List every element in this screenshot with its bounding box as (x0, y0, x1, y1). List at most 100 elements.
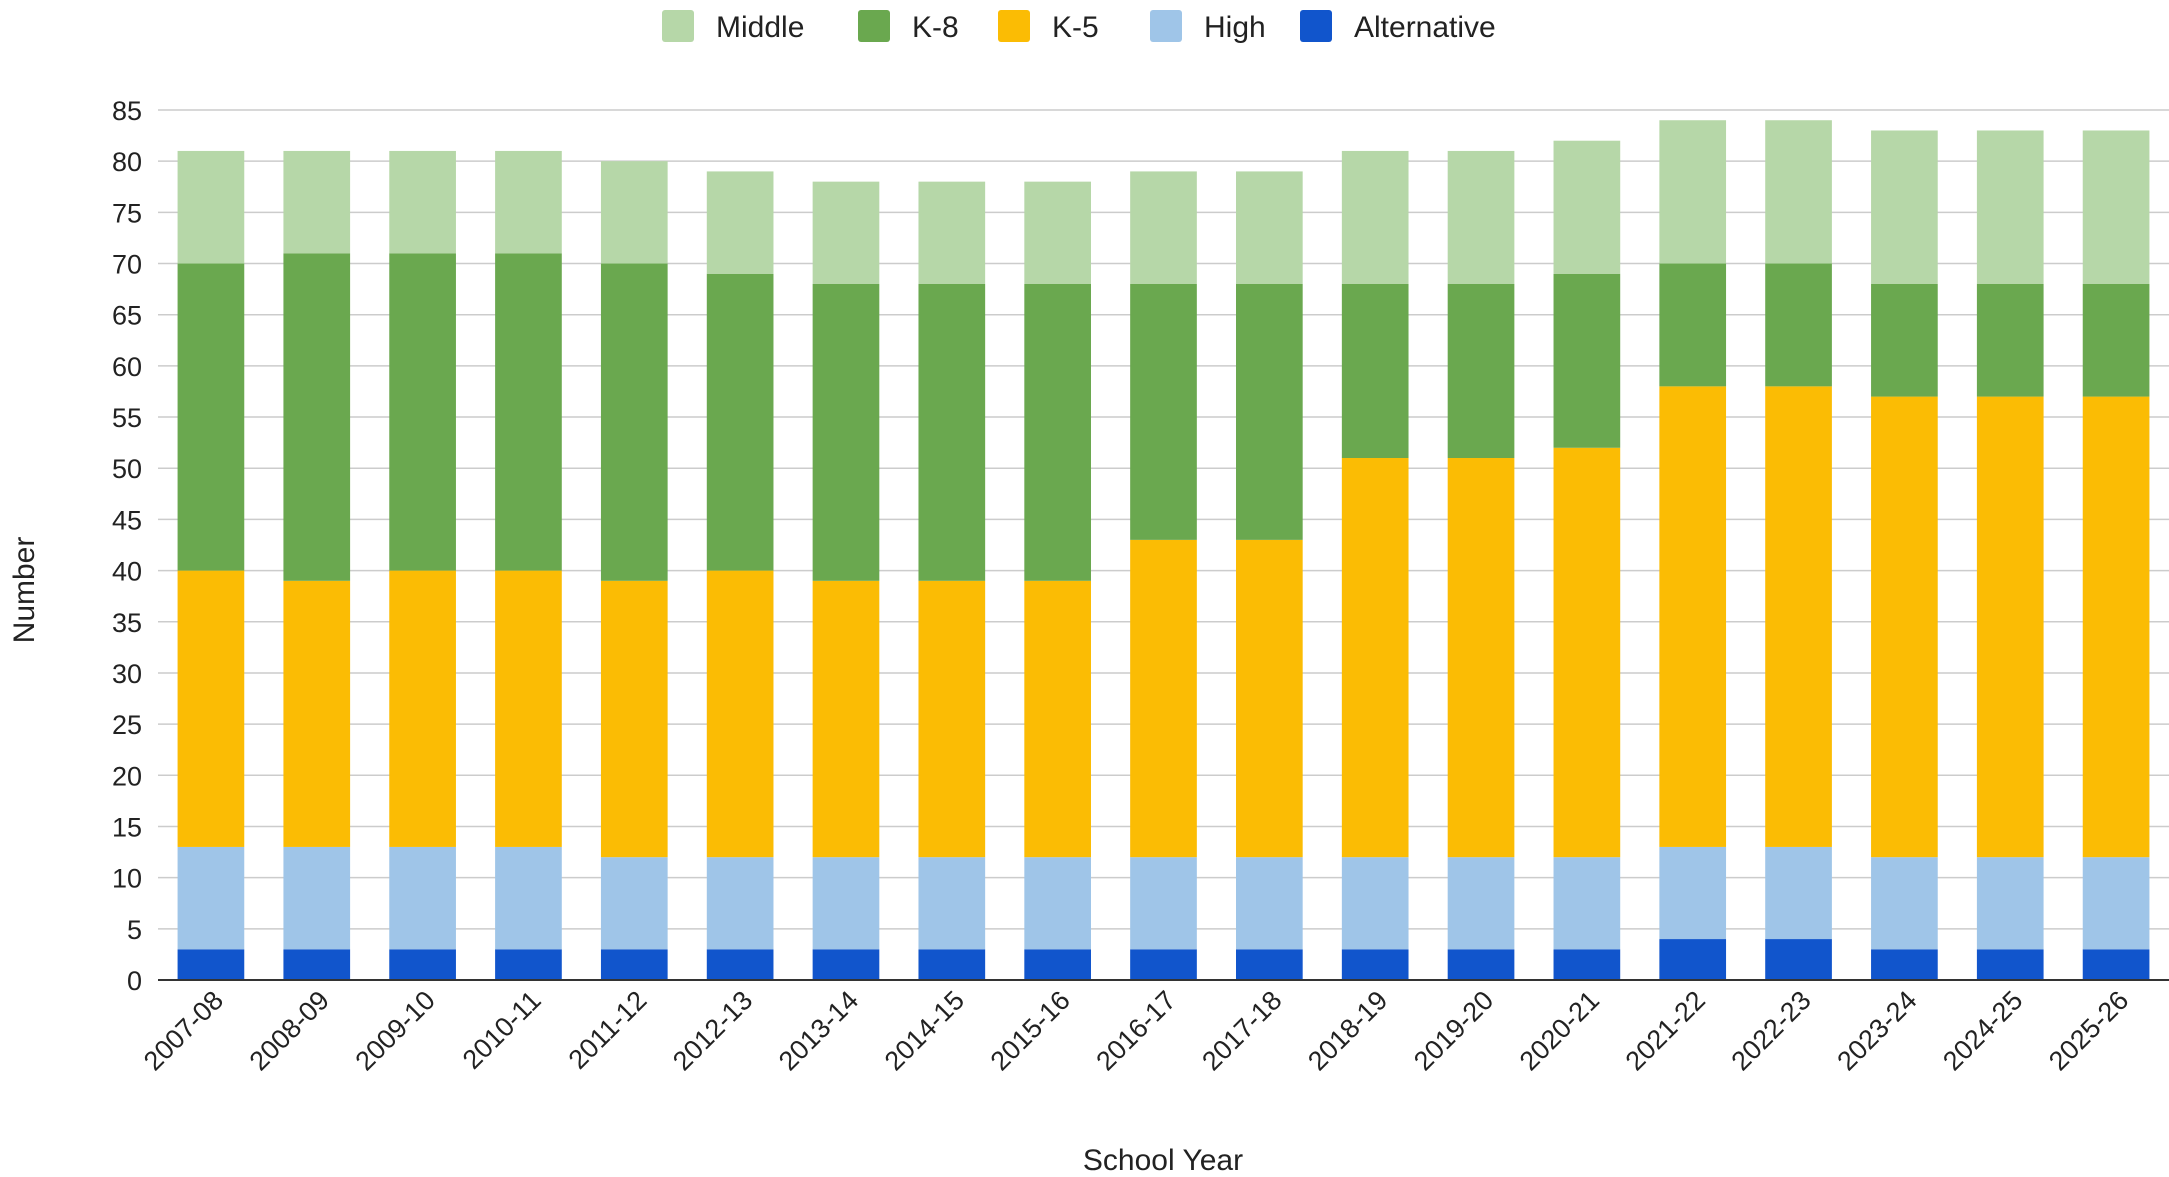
bar-segment-middle (600, 161, 668, 264)
bar-segment-middle (1341, 150, 1409, 284)
bar-segment-middle (389, 150, 456, 254)
x-tick-label: 2012-13 (667, 985, 758, 1076)
y-tick-label: 25 (112, 710, 142, 740)
bar-segment-alternative (1976, 949, 2044, 980)
y-tick-label: 5 (127, 915, 142, 945)
bar-segment-high (1659, 846, 1727, 940)
x-tick-label: 2013-14 (773, 985, 864, 1076)
x-tick-label: 2017-18 (1196, 985, 1287, 1076)
bar-segment-alternative (1341, 949, 1409, 980)
y-tick-label: 65 (112, 301, 142, 331)
bar-segment-alternative (1447, 949, 1515, 980)
bar-segment-high (1553, 857, 1621, 950)
bar-segment-middle (1447, 150, 1515, 284)
bar-segment-high (1130, 857, 1197, 950)
bar-segment-k-8 (389, 253, 456, 571)
x-tick-label: 2019-20 (1408, 985, 1499, 1076)
legend-label-k-8: K-8 (912, 11, 959, 44)
bar-segment-high (1447, 857, 1515, 950)
bar-segment-k-5 (283, 580, 351, 847)
x-axis-title: School Year (1083, 1144, 1243, 1177)
bar-segment-high (495, 846, 562, 950)
x-tick-label: 2011-12 (563, 985, 653, 1075)
x-tick-label: 2021-22 (1620, 985, 1711, 1076)
bar-segment-middle (1024, 181, 1091, 284)
y-axis-ticks: 0 5 10 15 20 25 30 35 40 45 50 55 60 65 70 75 80 85 (112, 96, 142, 996)
bar-segment-alternative (1553, 949, 1621, 980)
bar-segment-high (812, 857, 880, 950)
bar-segment-k-8 (706, 273, 774, 571)
bar-segment-k-5 (706, 570, 774, 858)
x-tick-label: 2009-10 (350, 985, 441, 1076)
y-tick-label: 40 (112, 557, 142, 587)
bar-segment-k-8 (1976, 284, 2044, 397)
bar-segment-high (1871, 857, 1938, 950)
bar-segment-k-8 (1236, 284, 1303, 540)
bar-segment-alternative (1024, 949, 1091, 980)
bar-segment-high (1341, 857, 1409, 950)
bar-segment-k-5 (1447, 458, 1515, 858)
legend-label-alternative: Alternative (1354, 11, 1496, 44)
bar-segment-k-5 (1659, 386, 1727, 847)
legend-label-high: High (1204, 11, 1266, 44)
bar-segment-alternative (283, 949, 351, 980)
bar-segment-alternative (177, 949, 245, 980)
bar-segment-k-5 (1236, 539, 1303, 858)
legend-swatch-high (1150, 10, 1182, 42)
bar-segment-alternative (495, 949, 562, 980)
y-tick-label: 35 (112, 608, 142, 638)
bar-segment-k-8 (283, 253, 351, 581)
y-tick-label: 85 (112, 96, 142, 126)
bar-segment-k-5 (600, 580, 668, 858)
bar-segment-high (1976, 857, 2044, 950)
bar-segment-middle (1553, 140, 1621, 274)
x-tick-label: 2008-09 (244, 985, 335, 1076)
bar-segment-alternative (1236, 949, 1303, 980)
bar-segment-k-8 (1024, 284, 1091, 581)
bar-segment-middle (177, 150, 245, 264)
bar-segment-middle (1659, 120, 1727, 264)
x-tick-label: 2010-11 (457, 985, 547, 1075)
bar-segment-k-5 (1130, 539, 1197, 858)
bar-segment-middle (1130, 171, 1197, 284)
bar-segment-k-5 (2082, 396, 2150, 858)
y-axis-title: Number (8, 537, 41, 644)
bar-segment-middle (2082, 130, 2150, 284)
bar-segment-middle (812, 181, 880, 284)
bar-segment-alternative (1871, 949, 1938, 980)
y-tick-label: 50 (112, 454, 142, 484)
bar-segment-k-5 (1871, 396, 1938, 858)
bar-segment-alternative (389, 949, 456, 980)
bar-segment-k-8 (1659, 263, 1727, 387)
y-tick-label: 0 (127, 966, 142, 996)
bar-segment-middle (918, 181, 986, 284)
bar-segment-alternative (1659, 939, 1727, 980)
bar-segment-k-8 (1765, 263, 1832, 387)
bar-segment-k-5 (1553, 447, 1621, 858)
bar-segment-alternative (600, 949, 668, 980)
x-tick-label: 2016-17 (1090, 985, 1181, 1076)
x-tick-label: 2014-15 (879, 985, 970, 1076)
legend-label-k-5: K-5 (1052, 11, 1099, 44)
x-tick-label: 2018-19 (1302, 985, 1393, 1076)
x-tick-label: 2024-25 (1937, 985, 2028, 1076)
y-tick-label: 45 (112, 505, 142, 535)
bar-segment-alternative (1765, 939, 1832, 980)
x-tick-label: 2022-23 (1726, 985, 1817, 1076)
bar-segment-k-8 (812, 284, 880, 581)
bar-segment-k-5 (1765, 386, 1832, 847)
bar-segment-high (918, 857, 986, 950)
bar-segment-high (706, 857, 774, 950)
legend-swatch-alternative (1300, 10, 1332, 42)
legend-swatch-k-8 (858, 10, 890, 42)
bar-segment-k-8 (1871, 284, 1938, 397)
y-tick-label: 70 (112, 250, 142, 280)
bar-segment-k-5 (495, 570, 562, 847)
bar-segment-high (283, 846, 351, 950)
bar-segment-high (2082, 857, 2150, 950)
y-tick-label: 60 (112, 352, 142, 382)
bar-segment-k-5 (1976, 396, 2044, 858)
bar-segment-high (1765, 846, 1832, 940)
